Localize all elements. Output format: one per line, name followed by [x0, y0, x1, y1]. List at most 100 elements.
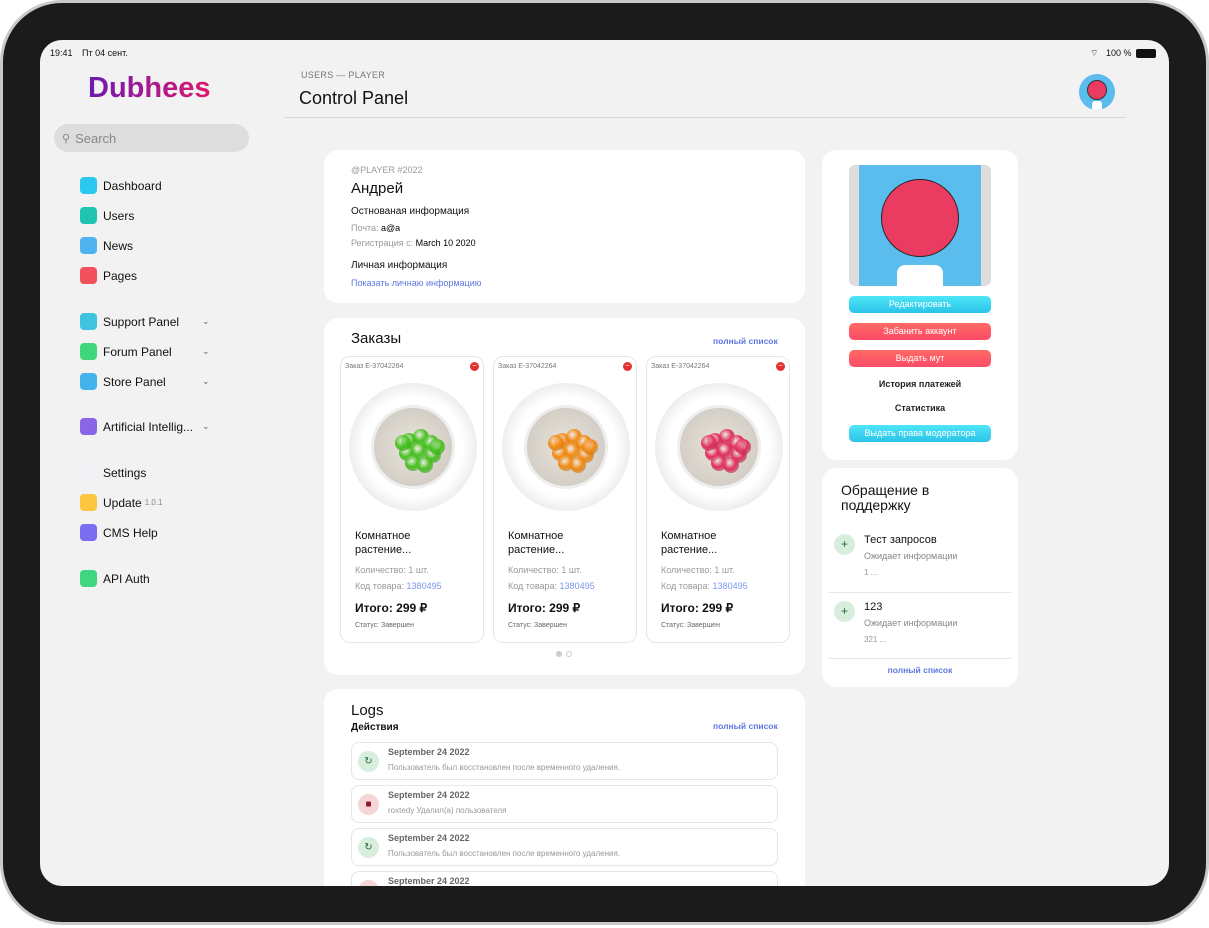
profile-card: @PLAYER #2022 Андрей Остнованая информац… — [324, 150, 805, 303]
search-placeholder: Search — [75, 130, 117, 146]
log-entry: ↻ September 24 2022 Пользователь был вос… — [351, 742, 778, 780]
logs-full-list-link[interactable]: полный список — [713, 721, 778, 731]
chevron-down-icon[interactable]: ⌄ — [202, 346, 210, 356]
code-label: Код товара: — [661, 581, 711, 591]
sidebar-item-label: Settings — [103, 465, 147, 480]
version-badge: 1.0.1 — [144, 498, 163, 507]
sidebar-item-label: CMS Help — [103, 525, 158, 540]
avatar[interactable] — [1079, 74, 1115, 110]
player-name: Андрей — [351, 180, 404, 197]
remove-order-icon[interactable]: − — [776, 362, 785, 371]
plus-icon: + — [834, 534, 855, 555]
sidebar-item-artificial-intellig[interactable]: Artificial Intellig... ⌄ — [80, 418, 220, 435]
personal-info-heading: Личная информация — [351, 260, 448, 271]
logs-subtitle: Действия — [351, 722, 399, 733]
search-input[interactable]: ⚲ Search — [54, 124, 249, 152]
basketball-icon — [1087, 80, 1107, 100]
support-card: Обращение в поддержку + Тест запросов Ож… — [822, 468, 1018, 687]
order-id: Заказ E-37042264 — [345, 363, 404, 370]
window-icon — [80, 237, 97, 254]
chevron-down-icon[interactable]: ⌄ — [202, 316, 210, 326]
sidebar-item-support-panel[interactable]: Support Panel ⌄ — [80, 313, 220, 330]
ticket-title: Тест запросов — [864, 534, 937, 546]
layers-icon — [80, 267, 97, 284]
status-battery: 100 % — [1106, 48, 1132, 58]
page-title: Control Panel — [299, 88, 409, 108]
basic-info-heading: Остнованая информация — [351, 206, 470, 217]
page-dot-1[interactable] — [556, 651, 562, 657]
battery-icon — [1136, 49, 1156, 58]
sidebar-item-label: Artificial Intellig... — [103, 419, 194, 434]
basketball-icon — [881, 179, 959, 257]
product-code-link[interactable]: 1380495 — [559, 581, 595, 591]
remove-order-icon[interactable]: − — [470, 362, 479, 371]
chat-icon — [80, 343, 97, 360]
statistics-button[interactable]: Статистика — [894, 403, 946, 413]
order-status: Статус: Завершен — [661, 622, 720, 629]
log-text: roxtedy Удалил(а) пользователя — [388, 806, 507, 815]
order-card[interactable]: Заказ E-37042264 − Комнатное растение...… — [646, 356, 790, 643]
ban-button[interactable]: Забанить аккаунт — [849, 323, 991, 340]
plus-icon: + — [834, 601, 855, 622]
sidebar-item-update[interactable]: Update 1.0.1 — [80, 494, 220, 511]
mute-button[interactable]: Выдать мут — [849, 350, 991, 367]
log-text: Пользователь был восстановлен после врем… — [388, 849, 621, 858]
order-status: Статус: Завершен — [355, 622, 414, 629]
sidebar-item-label: Forum Panel — [103, 344, 172, 359]
sidebar-item-cms-help[interactable]: CMS Help — [80, 524, 220, 541]
order-total: Итого: 299 ₽ — [355, 601, 428, 615]
sidebar-item-pages[interactable]: Pages — [80, 267, 220, 284]
bolt-icon — [80, 570, 97, 587]
orders-full-list-link[interactable]: полный список — [713, 336, 778, 346]
order-status: Статус: Завершен — [508, 622, 567, 629]
plant-image — [349, 383, 477, 511]
sidebar-item-forum-panel[interactable]: Forum Panel ⌄ — [80, 343, 220, 360]
grant-moderator-button[interactable]: Выдать права модератора — [849, 425, 991, 442]
remove-order-icon[interactable]: − — [623, 362, 632, 371]
sidebar-item-store-panel[interactable]: Store Panel ⌄ — [80, 373, 220, 390]
log-entry: ■ September 24 2022 roxtedy Удалил(а) по… — [351, 785, 778, 823]
sidebar-item-label: API Auth — [103, 571, 150, 586]
sidebar-item-label: Users — [103, 208, 135, 223]
logs-title: Logs — [351, 702, 384, 719]
alien-icon — [80, 207, 97, 224]
robot-icon — [80, 418, 97, 435]
support-ticket[interactable]: + 123 Ожидает информации 321 ... — [834, 601, 1012, 651]
order-card[interactable]: Заказ E-37042264 − Комнатное растение...… — [493, 356, 637, 643]
sidebar-item-label: Pages — [103, 268, 138, 283]
sidebar-item-label: Update — [103, 495, 142, 510]
quantity: Количество: 1 шт. — [355, 565, 429, 575]
search-icon: ⚲ — [62, 132, 71, 145]
screen: 19:41 Пт 04 сент. ⌔ 100 % Dubhees ⚲ Searc… — [40, 40, 1169, 886]
edit-button[interactable]: Редактировать — [849, 296, 991, 313]
log-entry: ■ September 24 2022 — [351, 871, 778, 886]
product-code-link[interactable]: 1380495 — [406, 581, 442, 591]
support-ticket[interactable]: + Тест запросов Ожидает информации 1 ... — [834, 534, 1012, 584]
sidebar-item-users[interactable]: Users — [80, 207, 220, 224]
logs-card: Logs Действия полный список ↻ September … — [324, 689, 805, 886]
chevron-down-icon[interactable]: ⌄ — [202, 421, 210, 431]
speedometer-icon — [80, 177, 97, 194]
orders-title: Заказы — [351, 330, 402, 347]
sidebar-item-settings[interactable]: Settings — [80, 464, 220, 481]
sidebar-item-label: News — [103, 238, 134, 253]
product-name: Комнатное растение... — [661, 530, 718, 556]
sidebar-item-label: Store Panel — [103, 374, 166, 389]
order-card[interactable]: Заказ E-37042264 − Комнатное растение...… — [340, 356, 484, 643]
product-code-link[interactable]: 1380495 — [712, 581, 748, 591]
sidebar-item-api-auth[interactable]: API Auth — [80, 570, 220, 587]
player-handle: @PLAYER #2022 — [351, 165, 423, 175]
chevron-down-icon[interactable]: ⌄ — [202, 376, 210, 386]
page-dot-2[interactable] — [566, 651, 572, 657]
divider — [284, 117, 1126, 118]
reg-label: Регистрация с: — [351, 238, 414, 248]
email-value: a@a — [381, 223, 401, 233]
payment-history-button[interactable]: История платежей — [878, 379, 962, 389]
breadcrumb[interactable]: USERS — PLAYER — [301, 70, 386, 80]
card-icon — [80, 373, 97, 390]
plant-image — [655, 383, 783, 511]
sidebar-item-dashboard[interactable]: Dashboard — [80, 177, 220, 194]
sidebar-item-news[interactable]: News — [80, 237, 220, 254]
support-full-list-link[interactable]: полный список — [887, 665, 953, 675]
show-personal-info-link[interactable]: Показать личнаю информацию — [351, 278, 482, 288]
